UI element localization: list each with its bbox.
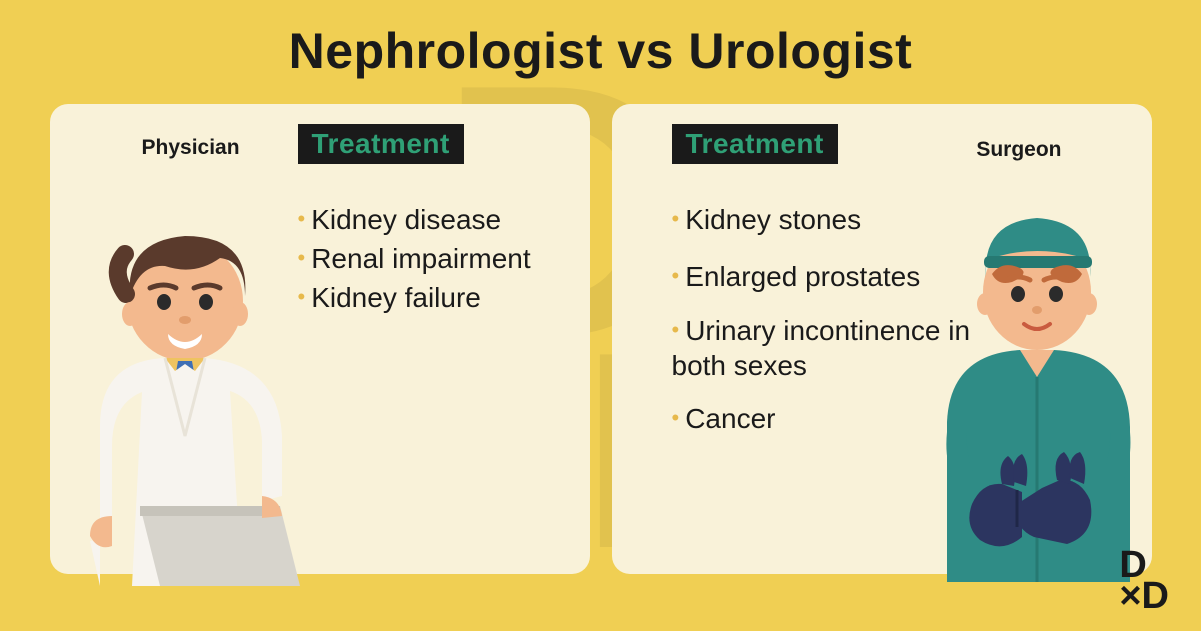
list-item: Kidney failure bbox=[298, 278, 531, 317]
cards-row: Physician Treatment Kidney disease Renal… bbox=[0, 80, 1201, 574]
logo-bottom: ×D bbox=[1119, 581, 1169, 611]
role-label-surgeon: Surgeon bbox=[976, 138, 1061, 162]
treatment-badge-left: Treatment bbox=[298, 124, 464, 164]
treatment-list-left: Kidney disease Renal impairment Kidney f… bbox=[298, 200, 531, 318]
card-nephrologist: Physician Treatment Kidney disease Renal… bbox=[50, 104, 590, 574]
card-urologist: Surgeon Treatment Kidney stones Enlarged… bbox=[612, 104, 1152, 574]
surgeon-illustration bbox=[902, 182, 1162, 582]
role-label-physician: Physician bbox=[142, 136, 240, 160]
page-title: Nephrologist vs Urologist bbox=[0, 0, 1201, 80]
physician-illustration bbox=[30, 206, 330, 586]
logo-dxd: D ×D bbox=[1119, 550, 1169, 611]
list-item: Kidney disease bbox=[298, 200, 531, 239]
list-item: Renal impairment bbox=[298, 239, 531, 278]
treatment-badge-right: Treatment bbox=[672, 124, 838, 164]
